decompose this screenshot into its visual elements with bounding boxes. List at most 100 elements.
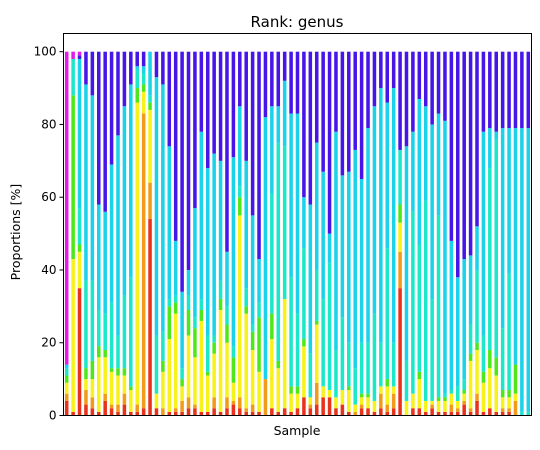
bar-segment xyxy=(468,353,473,361)
bar-segment xyxy=(398,51,402,150)
bar-segment xyxy=(161,371,165,409)
bar-segment xyxy=(430,299,434,401)
bar-segment xyxy=(449,240,454,391)
bar-segment xyxy=(456,51,460,278)
bar-segment xyxy=(276,51,281,107)
bar-segment xyxy=(109,408,114,416)
bar-segment xyxy=(193,51,197,209)
bar-segment xyxy=(282,299,287,409)
bar-segment xyxy=(430,124,434,300)
bar-segment xyxy=(417,371,422,380)
bar-segment xyxy=(359,51,364,180)
bar-segment xyxy=(417,98,422,245)
bar-segment xyxy=(276,142,281,361)
bar-segment xyxy=(353,368,357,405)
bar-segment xyxy=(379,408,383,416)
bar-segment xyxy=(411,211,415,394)
bar-segment xyxy=(129,51,133,85)
bar-segment xyxy=(154,408,159,416)
bar-segment xyxy=(494,139,499,358)
bar-segment xyxy=(468,255,473,325)
bar-segment xyxy=(205,168,210,336)
bar-segment xyxy=(391,51,396,89)
bar-segment xyxy=(436,215,441,398)
bar-segment xyxy=(71,411,75,416)
bar-segment xyxy=(129,411,133,416)
bar-segment xyxy=(77,251,82,289)
bar-segment xyxy=(526,128,531,412)
bar-segment xyxy=(321,299,325,387)
bar-segment xyxy=(205,411,210,416)
bar-segment xyxy=(173,240,178,296)
bar-segment xyxy=(314,382,319,405)
bar-segment xyxy=(122,393,127,405)
bar-segment xyxy=(64,382,69,394)
bar-segment xyxy=(244,408,248,412)
bar-segment xyxy=(103,350,107,358)
bar-segment xyxy=(186,269,191,296)
bar-segment xyxy=(141,73,146,85)
bar-segment xyxy=(430,408,434,416)
bar-segment xyxy=(500,328,505,391)
bar-segment xyxy=(340,175,345,318)
bar-segment xyxy=(141,91,146,114)
bar-segment xyxy=(173,302,178,314)
bar-segment xyxy=(366,342,370,394)
bar-segment xyxy=(122,295,127,369)
bar-segment xyxy=(282,408,287,416)
bar-segment xyxy=(417,379,422,409)
bar-segment xyxy=(327,262,332,391)
bar-segment xyxy=(295,113,300,314)
bar-segment xyxy=(488,168,492,351)
bar-segment xyxy=(205,335,210,372)
bar-segment xyxy=(327,51,332,234)
bar-segment xyxy=(161,331,165,361)
bar-segment xyxy=(218,160,223,281)
bar-segment xyxy=(507,397,511,409)
y-axis-label: Proportions [%] xyxy=(8,184,23,281)
bar-segment xyxy=(436,411,441,416)
bar-segment xyxy=(347,390,351,412)
bar-segment xyxy=(276,368,281,412)
bar-segment xyxy=(379,342,383,387)
bar-segment xyxy=(282,51,287,81)
bar-segment xyxy=(289,411,293,416)
bar-segment xyxy=(481,131,486,336)
bar-segment xyxy=(71,51,75,59)
bar-segment xyxy=(263,117,268,380)
bar-segment xyxy=(481,411,486,416)
bar-segment xyxy=(462,393,466,401)
bar-segment xyxy=(238,186,242,198)
bar-segment xyxy=(71,58,75,96)
bar-segment xyxy=(97,411,101,416)
bar-segment xyxy=(161,84,165,332)
bar-segment xyxy=(520,51,524,129)
bar-segment xyxy=(481,371,486,383)
bar-segment xyxy=(488,408,492,416)
bar-segment xyxy=(180,368,184,380)
bar-segment xyxy=(250,404,255,412)
bar-segment xyxy=(103,393,107,401)
bar-segment xyxy=(456,408,460,412)
bar-segment xyxy=(167,299,172,307)
bar-segment xyxy=(167,51,172,147)
bar-segment xyxy=(212,353,216,398)
bar-segment xyxy=(359,408,364,416)
y-tick-label: 0 xyxy=(49,409,57,423)
bar-segment xyxy=(84,404,88,416)
bar-segment xyxy=(404,146,409,361)
bar-segment xyxy=(456,400,460,409)
bar-segment xyxy=(507,51,511,129)
bar-segment xyxy=(109,164,114,303)
bar-segment xyxy=(475,226,479,270)
bar-segment xyxy=(103,51,107,212)
bar-segment xyxy=(411,51,415,132)
bar-segment xyxy=(129,386,133,391)
bar-segment xyxy=(77,208,82,245)
bar-segment xyxy=(129,84,133,278)
bar-segment xyxy=(385,248,390,380)
bar-segment xyxy=(430,404,434,409)
bar-segment xyxy=(481,335,486,372)
bar-segment xyxy=(109,368,114,372)
